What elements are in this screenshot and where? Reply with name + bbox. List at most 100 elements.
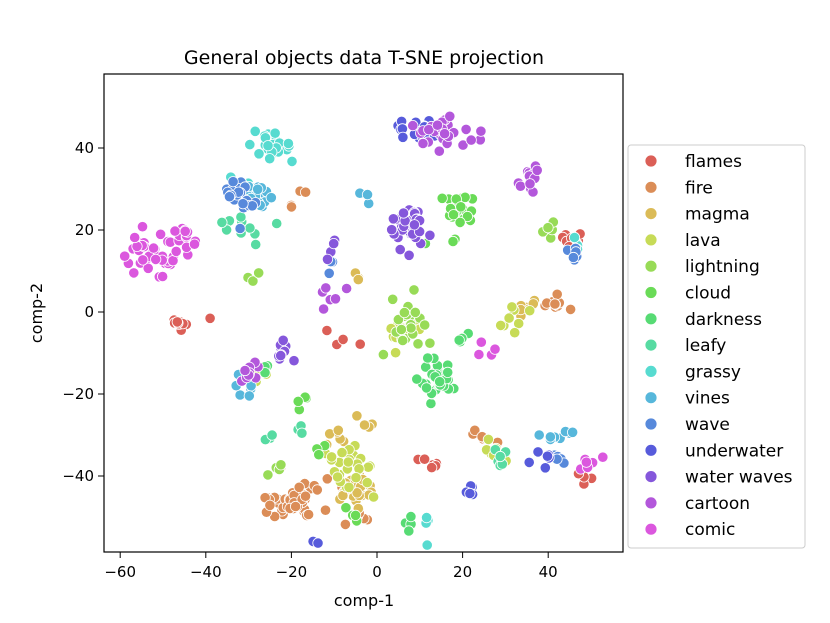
point-leafy [244, 222, 256, 234]
y-axis-label: comp-2 [27, 283, 46, 343]
x-tick-label: −60 [104, 563, 136, 581]
legend-frame [627, 144, 806, 549]
point-darkness [403, 525, 415, 537]
point-comic [148, 242, 160, 254]
point-vines [566, 426, 579, 438]
legend-marker [644, 470, 658, 484]
point-water-waves [275, 349, 287, 362]
point-cartoon [460, 123, 472, 135]
point-lava [482, 433, 494, 445]
point-cartoon [407, 120, 419, 132]
point-lightning [253, 267, 265, 279]
point-lava [350, 472, 362, 484]
point-flames [321, 324, 333, 337]
legend-label: water waves [685, 468, 793, 488]
point-water-waves [387, 213, 399, 225]
point-cartoon [465, 134, 477, 146]
point-magma [358, 419, 371, 431]
point-leafy [494, 450, 506, 463]
legend-marker [644, 391, 658, 405]
legend-marker [644, 180, 658, 194]
point-fire [299, 186, 312, 198]
legend-marker [644, 364, 658, 378]
point-cartoon [524, 178, 536, 190]
legend-label: vines [685, 389, 730, 409]
point-lava [506, 301, 518, 313]
point-cloud [340, 502, 352, 514]
point-water-waves [403, 249, 415, 261]
point-lava [361, 476, 373, 489]
point-cartoon [475, 125, 487, 137]
point-grassy [264, 153, 276, 165]
point-lightning [398, 306, 410, 319]
point-darkness [405, 510, 417, 523]
point-lava [331, 471, 344, 483]
point-fire [299, 490, 312, 502]
point-water-waves [424, 229, 436, 241]
legend-label: fire [685, 178, 713, 198]
point-lightning [409, 306, 421, 318]
legend-marker [644, 286, 658, 299]
point-fire [339, 518, 351, 531]
point-fire [293, 481, 305, 493]
point-grassy [420, 511, 433, 524]
point-lightning [412, 338, 424, 350]
point-grassy [244, 139, 256, 151]
point-lightning [419, 319, 431, 331]
point-fire [551, 288, 563, 300]
y-tick-label: 0 [84, 303, 94, 321]
x-tick-label: 20 [453, 563, 472, 581]
legend-marker [644, 233, 658, 247]
legend-label: cartoon [685, 494, 750, 514]
point-lightning [542, 222, 554, 234]
point-lightning [247, 275, 259, 287]
point-lava [362, 461, 374, 473]
point-cloud [455, 201, 467, 213]
point-vines [265, 192, 277, 204]
point-cloud [454, 216, 466, 228]
point-water-waves [277, 334, 289, 346]
legend-marker [644, 154, 658, 168]
point-water-waves [397, 207, 410, 219]
x-tick-label: −40 [190, 563, 222, 581]
x-tick-label: −20 [276, 563, 308, 581]
point-lightning [377, 348, 389, 361]
point-cartoon [457, 139, 469, 151]
point-magma [351, 487, 363, 499]
point-grassy [249, 125, 261, 137]
point-cartoon [531, 164, 543, 176]
point-lightning [397, 334, 409, 347]
point-lava [325, 451, 338, 463]
legend-label: leafy [685, 336, 726, 356]
point-comic [170, 245, 182, 257]
point-fire [549, 298, 561, 310]
point-comic [188, 238, 201, 250]
point-comic [580, 456, 593, 468]
point-flames [418, 453, 431, 465]
point-wave [227, 176, 239, 188]
legend-marker [644, 338, 658, 352]
point-comic [119, 250, 131, 262]
point-flames [354, 338, 366, 350]
point-lightning [275, 459, 287, 471]
point-cartoon [444, 110, 456, 122]
legend-label: flames [685, 152, 742, 172]
point-darkness [442, 366, 454, 378]
point-vines [234, 389, 246, 401]
point-darkness [420, 382, 433, 394]
legend-label: wave [685, 415, 730, 435]
point-wave [246, 200, 258, 212]
y-tick-label: 40 [75, 139, 94, 157]
point-fire [264, 499, 276, 511]
point-comic [142, 262, 154, 274]
point-cartoon [317, 303, 330, 315]
point-vines [252, 183, 264, 195]
point-flames [337, 333, 349, 345]
legend-label: grassy [685, 362, 741, 382]
point-vines [361, 189, 374, 201]
point-cartoon [340, 282, 353, 295]
legend-label: lightning [685, 257, 760, 277]
point-darkness [425, 397, 437, 410]
point-lava [389, 347, 402, 359]
point-fire [302, 508, 315, 521]
